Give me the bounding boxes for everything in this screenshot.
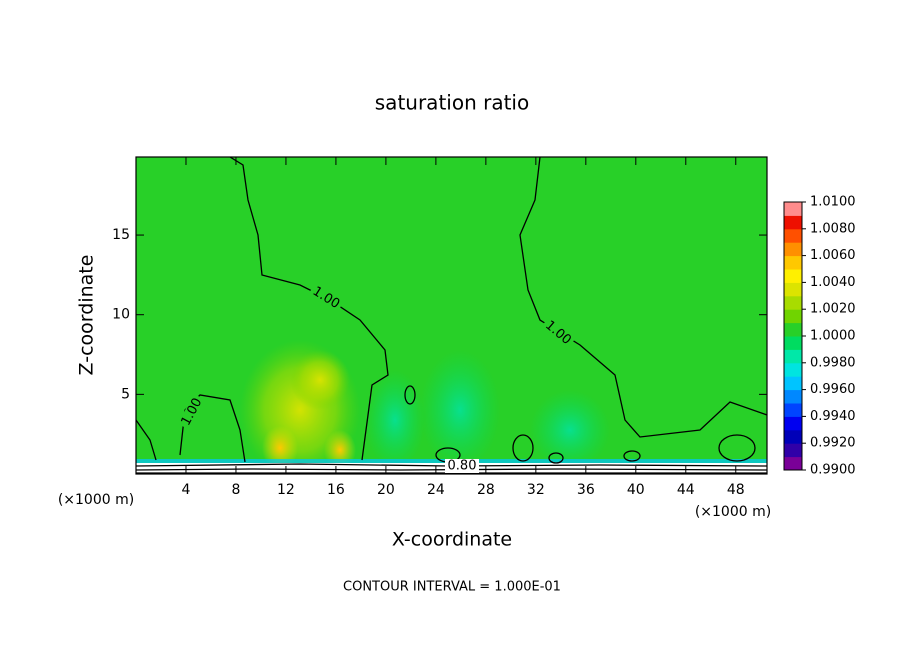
chart-title: saturation ratio <box>375 91 529 115</box>
y-tick-label: 15 <box>112 227 130 243</box>
field-blob <box>365 370 425 470</box>
colorbar-band <box>784 295 802 310</box>
colorbar-band <box>784 456 802 471</box>
x-tick-label: 28 <box>477 482 495 498</box>
colorbar-band <box>784 389 802 404</box>
y-tick-label: 5 <box>121 386 130 402</box>
annotation: CONTOUR INTERVAL = 1.000E-01 <box>343 580 561 595</box>
colorbar-band <box>784 202 802 216</box>
x-tick-label: 4 <box>182 482 191 498</box>
colorbar-band <box>784 282 802 297</box>
x-unit-label: (×1000 m) <box>695 504 771 520</box>
colorbar-band <box>784 242 802 257</box>
x-tick-label: 24 <box>427 482 445 498</box>
colorbar-tick-label: 1.0040 <box>810 275 856 290</box>
field-blob <box>530 390 610 470</box>
colorbar-tick-label: 1.0000 <box>810 329 856 344</box>
colorbar-tick-label: 0.9920 <box>810 436 856 451</box>
colorbar-band <box>784 215 802 230</box>
colorbar-band <box>784 349 802 364</box>
colorbar-tick-label: 0.9940 <box>810 409 856 424</box>
colorbar-band <box>784 228 802 243</box>
colorbar-band <box>784 269 802 283</box>
contour-label-bg <box>177 393 207 431</box>
colorbar-tick-label: 0.9960 <box>810 382 856 397</box>
x-tick-label: 20 <box>377 482 395 498</box>
colorbar-tick-label: 1.0100 <box>810 195 856 210</box>
colorbar-tick-label: 1.0020 <box>810 302 856 317</box>
colorbar-tick-label: 1.0060 <box>810 248 856 263</box>
x-axis-label: X-coordinate <box>392 529 512 551</box>
field-blob <box>290 350 350 410</box>
contour-label: 0.80 <box>448 459 477 474</box>
x-tick-label: 8 <box>231 482 240 498</box>
y-axis-label: Z-coordinate <box>76 255 98 376</box>
colorbar-band <box>784 322 802 337</box>
colorbar-band <box>784 403 802 417</box>
y-tick-label: 10 <box>112 307 130 323</box>
x-tick-label: 40 <box>627 482 645 498</box>
x-tick-label: 12 <box>277 482 295 498</box>
colorbar-band <box>784 443 802 458</box>
contour-label-bg <box>445 459 479 473</box>
x-tick-label: 48 <box>727 482 745 498</box>
colorbar-band <box>784 416 802 431</box>
x-tick-label: 36 <box>577 482 595 498</box>
colorbar-band <box>784 429 802 444</box>
contour-label-bg <box>307 283 345 313</box>
x-tick-label: 44 <box>677 482 695 498</box>
plot-frame <box>135 156 768 475</box>
x-unit-label: (×1000 m) <box>58 492 134 508</box>
colorbar-band <box>784 362 802 377</box>
colorbar-tick-label: 0.9980 <box>810 355 856 370</box>
x-tick-label: 32 <box>527 482 545 498</box>
colorbar-band <box>784 336 802 350</box>
x-tick-label: 16 <box>327 482 345 498</box>
colorbar-band <box>784 255 802 270</box>
field <box>136 157 767 474</box>
contour-label-bg <box>540 316 576 350</box>
colorbar-band <box>784 309 802 324</box>
colorbar-band <box>784 376 802 391</box>
field-blob <box>420 350 500 470</box>
colorbar-tick-label: 1.0080 <box>810 221 856 236</box>
colorbar-tick-label: 0.9900 <box>810 463 856 478</box>
